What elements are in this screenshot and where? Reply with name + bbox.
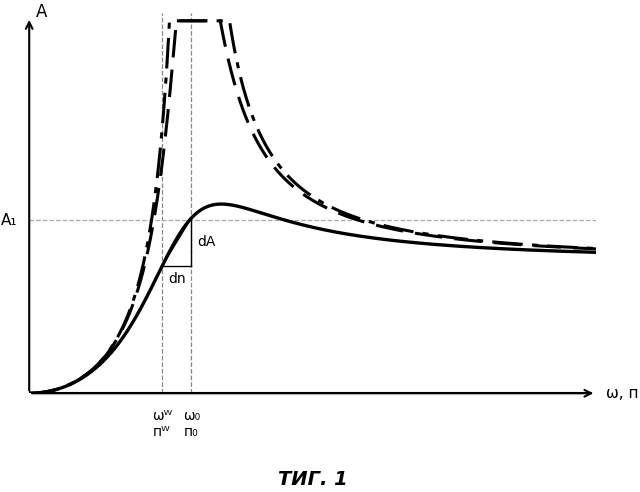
Text: ω₀: ω₀ [182, 409, 200, 423]
Text: пᵂ: пᵂ [153, 425, 171, 439]
Text: ω, п: ω, п [606, 386, 639, 401]
Text: п₀: п₀ [184, 425, 198, 439]
Text: A: A [36, 3, 47, 21]
Text: A₁: A₁ [1, 213, 18, 228]
Text: ΤИГ. 1: ΤИГ. 1 [278, 470, 348, 490]
Text: dn: dn [168, 272, 186, 285]
Text: ωᵂ: ωᵂ [152, 409, 172, 423]
Text: dA: dA [198, 235, 216, 249]
